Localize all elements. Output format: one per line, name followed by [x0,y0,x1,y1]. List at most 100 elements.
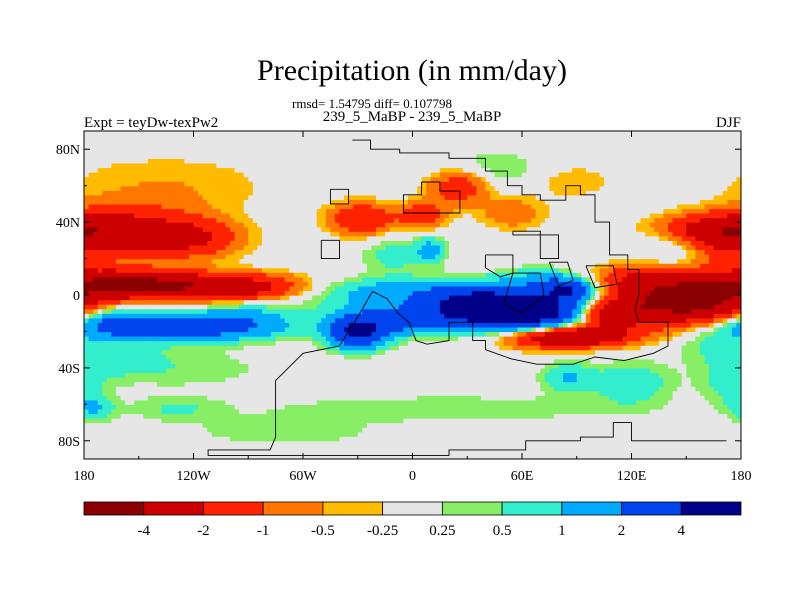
heatmap-cell [736,413,741,419]
heatmap-cell [207,313,213,319]
heatmap-cell [490,436,496,442]
heatmap-cell [138,331,144,337]
heatmap-cell [435,326,441,333]
heatmap-cell [216,367,222,374]
heatmap-cell [280,308,286,314]
heatmap-cell [330,354,336,360]
heatmap-cell [353,413,359,419]
heatmap-cell [617,313,623,319]
heatmap-cell [631,308,637,314]
heatmap-cell [398,386,404,392]
heatmap-cell [549,377,555,383]
heatmap-cell [166,326,172,333]
heatmap-cell [266,326,272,333]
heatmap-cell [476,445,482,451]
heatmap-cell [585,445,592,451]
heatmap-cell [631,390,637,396]
heatmap-cell [376,358,382,364]
heatmap-cell [193,422,199,428]
heatmap-cell [736,345,741,351]
heatmap-cell [147,367,154,374]
heatmap-cell [727,317,733,323]
heatmap-cell [471,336,477,342]
heatmap-cell [421,322,427,328]
heatmap-cell [353,404,359,410]
heatmap-cell [590,345,596,351]
heatmap-cell [658,331,665,337]
heatmap-cell [193,349,199,355]
heatmap-cell [266,449,272,456]
heatmap-cell [120,299,126,305]
heatmap-cell [325,431,331,437]
heatmap-cell [357,377,363,383]
heatmap-cell [430,308,436,314]
heatmap-cell [649,440,655,446]
heatmap-cell [526,308,532,314]
heatmap-cell [166,340,172,346]
heatmap-cell [599,381,605,387]
heatmap-cell [731,386,738,392]
heatmap-cell [115,308,122,314]
heatmap-cell [480,386,487,392]
heatmap-cell [376,308,382,314]
heatmap-cell [371,363,377,369]
heatmap-cell [303,377,309,383]
heatmap-cell [248,304,254,310]
heatmap-cell [293,304,300,310]
heatmap-cell [316,304,322,310]
heatmap-cell [595,326,601,333]
heatmap-cell [357,363,363,369]
heatmap-cell [476,440,482,446]
heatmap-cell [417,399,423,405]
heatmap-cell [658,317,665,323]
heatmap-cell [458,395,464,401]
heatmap-cell [407,449,414,456]
heatmap-cell [668,440,674,446]
heatmap-cell [640,418,646,424]
heatmap-cell [275,326,281,333]
heatmap-cell [88,436,94,442]
heatmap-cell [686,386,692,392]
heatmap-cell [499,372,505,378]
heatmap-cell [494,349,500,355]
heatmap-cell [152,313,158,319]
heatmap-cell [143,413,149,419]
heatmap-cell [426,336,432,342]
heatmap-cell [202,331,208,337]
heatmap-cell [494,399,500,405]
heatmap-cell [599,372,605,378]
heatmap-cell [658,445,665,451]
heatmap-cell [649,367,655,374]
heatmap-cell [699,336,706,342]
heatmap-cell [175,449,181,456]
heatmap-cell [699,313,706,319]
heatmap-cell [230,336,236,342]
heatmap-cell [517,345,523,351]
heatmap-cell [645,422,651,428]
heatmap-cell [704,308,710,314]
heatmap-cell [225,454,231,459]
heatmap-cell [179,399,185,405]
heatmap-cell [175,345,181,351]
heatmap-cell [175,299,181,305]
heatmap-cell [271,427,277,433]
heatmap-cell [198,304,204,310]
heatmap-cell [677,331,683,337]
heatmap-cell [325,395,331,401]
heatmap-cell [284,413,290,419]
heatmap-cell [681,436,687,442]
heatmap-cell [157,367,163,374]
heatmap-cell [494,372,500,378]
heatmap-cell [380,326,386,333]
heatmap-cell [658,431,665,437]
heatmap-cell [426,427,432,433]
heatmap-cell [389,349,395,355]
heatmap-cell [613,304,619,310]
heatmap-cell [93,431,99,437]
heatmap-cell [225,354,231,360]
heatmap-cell [243,308,249,314]
heatmap-cell [385,422,391,428]
heatmap-cell [275,345,281,351]
heatmap-cell [334,436,341,442]
heatmap-cell [357,399,363,405]
